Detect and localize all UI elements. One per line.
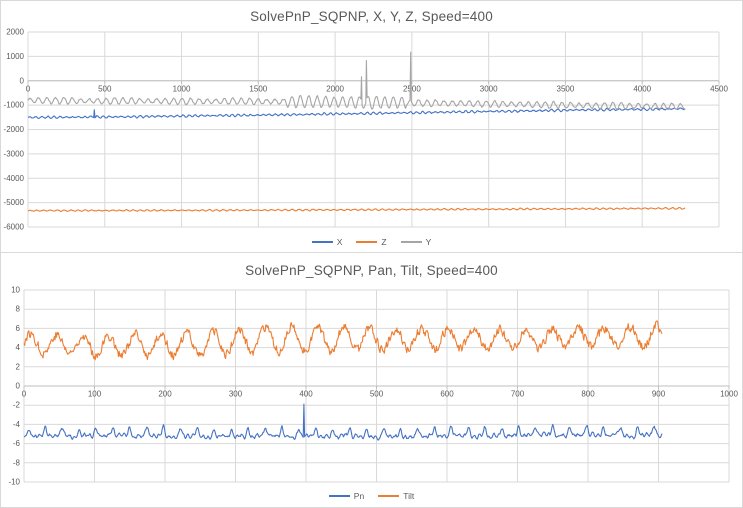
x-tick-label: 900 [652, 390, 666, 399]
chart-xyz-title: SolvePnP_SQPNP, X, Y, Z, Speed=400 [250, 9, 493, 24]
legend-label: X [336, 237, 343, 247]
x-tick-label: 600 [440, 390, 454, 399]
y-tick-label: -5000 [4, 198, 25, 207]
legend-swatch-X [311, 241, 333, 243]
x-tick-label: 500 [98, 84, 112, 93]
legend-swatch-Z [356, 241, 378, 243]
x-tick-label: 3500 [557, 84, 575, 93]
y-tick-label: 6 [16, 324, 21, 333]
y-tick-label: -10 [8, 478, 20, 487]
x-tick-label: 3000 [480, 84, 498, 93]
y-tick-label: 8 [16, 305, 21, 314]
y-tick-label: 10 [11, 286, 20, 295]
y-tick-label: 1000 [6, 52, 24, 61]
y-tick-label: -4000 [4, 174, 25, 183]
y-tick-label: -1000 [4, 101, 25, 110]
series-line-Tilt[interactable] [23, 320, 663, 361]
y-tick-label: -4 [13, 420, 21, 429]
x-tick-label: 4500 [710, 84, 728, 93]
chart-pantilt[interactable]: SolvePnP_SQPNP, Pan, Tilt, Speed=400 10 8… [0, 253, 743, 508]
x-tick-label: 700 [511, 390, 525, 399]
y-tick-label: -8 [13, 458, 21, 467]
legend-item-Pn[interactable]: Pn [328, 491, 365, 501]
x-tick-label: 1000 [173, 84, 191, 93]
series-line-Y[interactable] [27, 51, 686, 111]
x-tick-label: 500 [370, 390, 384, 399]
x-tick-label: 800 [581, 390, 595, 399]
x-tick-label: 300 [229, 390, 243, 399]
y-tick-label: 0 [20, 76, 25, 85]
legend-swatch-Pn [328, 495, 350, 497]
x-tick-label: 400 [299, 390, 313, 399]
x-tick-label: 0 [26, 84, 31, 93]
x-tick-label: 1500 [249, 84, 267, 93]
chart-pantilt-legend: Pn Tilt [1, 491, 742, 501]
legend-swatch-Tilt [378, 495, 400, 497]
x-tick-label: 100 [88, 390, 102, 399]
legend-item-Tilt[interactable]: Tilt [378, 491, 414, 501]
legend-item-Y[interactable]: Y [400, 237, 432, 247]
x-tick-label: 1000 [720, 390, 738, 399]
y-tick-label: 2 [16, 362, 21, 371]
x-tick-label: 200 [158, 390, 172, 399]
y-tick-label: 4 [16, 343, 21, 352]
x-tick-label: 0 [22, 390, 27, 399]
y-tick-label: -2000 [4, 125, 25, 134]
series-line-X[interactable] [27, 107, 686, 119]
legend-label: Y [425, 237, 432, 247]
y-tick-label: -6000 [4, 223, 25, 232]
chart-xyz-plot-area: 200010000-1000-2000-3000-4000-5000-60000… [4, 28, 729, 232]
legend-item-X[interactable]: X [311, 237, 343, 247]
y-tick-label: -3000 [4, 149, 25, 158]
y-tick-label: 0 [16, 382, 21, 391]
legend-label: Z [381, 237, 387, 247]
chart-pantilt-title: SolvePnP_SQPNP, Pan, Tilt, Speed=400 [245, 263, 498, 278]
series-line-Z[interactable] [27, 206, 686, 213]
chart-xyz[interactable]: SolvePnP_SQPNP, X, Y, Z, Speed=400 2000 1… [0, 0, 743, 253]
x-tick-label: 2500 [403, 84, 421, 93]
legend-label: Pn [353, 491, 365, 501]
x-tick-label: 4000 [633, 84, 651, 93]
y-tick-label: -2 [13, 401, 21, 410]
x-tick-label: 2000 [326, 84, 344, 93]
legend-swatch-Y [400, 241, 422, 243]
series-line-Pn[interactable] [23, 403, 663, 441]
legend-label: Tilt [403, 491, 415, 501]
y-tick-label: -6 [13, 439, 21, 448]
legend-item-Z[interactable]: Z [356, 237, 387, 247]
y-tick-label: 2000 [6, 28, 24, 37]
